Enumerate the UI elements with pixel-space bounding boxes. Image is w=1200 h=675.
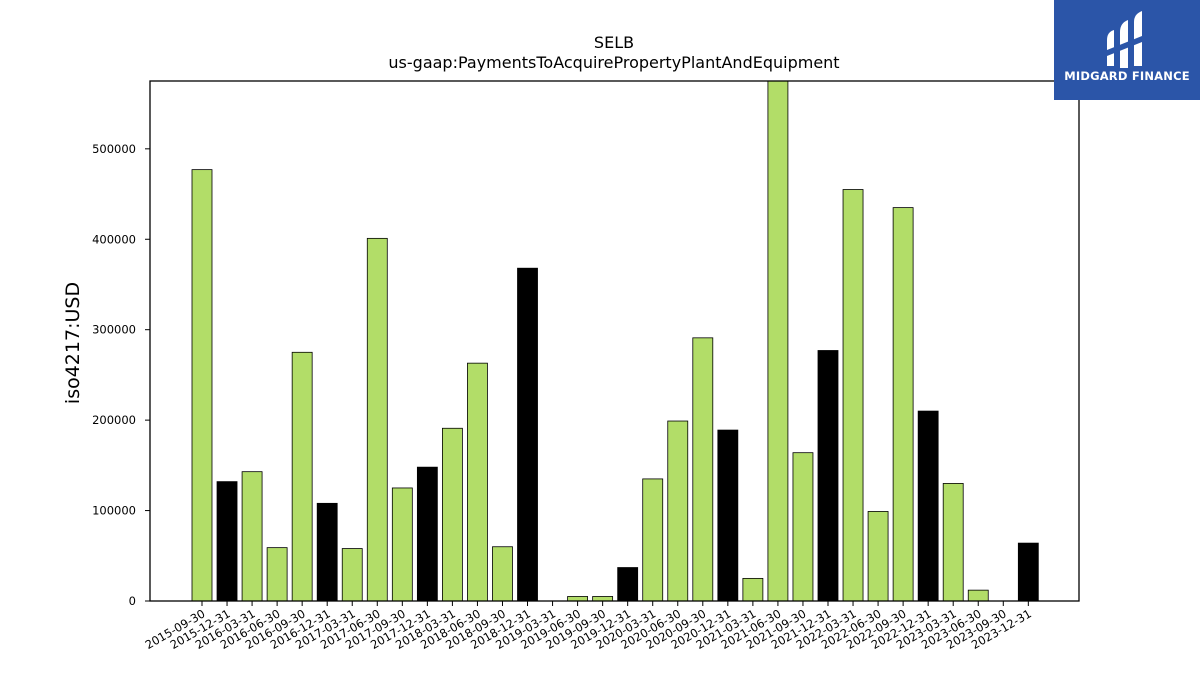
bar-2017-03-31 <box>341 548 363 602</box>
bar-2016-12-31 <box>316 502 338 602</box>
bar-2019-12-31 <box>617 567 639 602</box>
bar-2020-03-31 <box>642 478 664 602</box>
bar-2015-12-31 <box>216 481 238 602</box>
bar-2020-06-30 <box>667 420 689 602</box>
midgard-finance-logo: MIDGARD FINANCE <box>1054 0 1200 100</box>
bar-2019-06-30 <box>567 596 588 602</box>
bar-2020-12-31 <box>717 429 739 602</box>
bar-2020-09-30 <box>692 337 714 602</box>
bar-2016-06-30 <box>266 547 288 602</box>
bar-2022-03-31 <box>842 189 864 602</box>
bar-2018-06-30 <box>467 362 488 602</box>
bar-2022-06-30 <box>867 511 889 602</box>
y-tick-label: 100000 <box>92 504 136 518</box>
y-tick-label: 300000 <box>92 323 136 337</box>
plot-frame <box>149 80 1080 602</box>
logo-text: MIDGARD FINANCE <box>1064 69 1190 83</box>
bar-2018-09-30 <box>492 546 513 602</box>
bar-2015-09-30 <box>191 169 213 602</box>
bars-layer <box>191 80 1039 602</box>
bar-2018-12-31 <box>517 267 538 602</box>
bar-2021-12-31 <box>817 350 839 602</box>
bar-2017-12-31 <box>416 466 438 602</box>
bar-2017-09-30 <box>391 487 413 602</box>
y-axis-ticks: 0 100000 200000 300000 400000 500000 <box>92 142 150 608</box>
bar-2021-09-30 <box>792 452 814 602</box>
bar-2022-12-31 <box>917 410 939 602</box>
y-tick-label: 200000 <box>92 413 136 427</box>
y-tick-label: 0 <box>129 594 136 608</box>
bar-2021-06-30 <box>767 80 789 602</box>
bar-2017-06-30 <box>366 237 388 602</box>
x-axis-ticks: 2015-09-302015-12-312016-03-312016-06-30… <box>143 601 1034 652</box>
bar-2021-03-31 <box>742 577 764 602</box>
y-tick-label: 400000 <box>92 232 136 246</box>
bar-2016-03-31 <box>241 471 263 602</box>
midgard-logo-icon <box>1107 11 1142 68</box>
bar-2023-12-31 <box>1017 542 1039 602</box>
bar-2018-03-31 <box>441 427 463 602</box>
chart-title: SELB <box>594 33 634 52</box>
bar-2019-09-30 <box>592 596 614 602</box>
bar-2016-09-30 <box>291 351 313 602</box>
bar-2022-09-30 <box>892 207 914 602</box>
chart-subtitle: us-gaap:PaymentsToAcquirePropertyPlantAn… <box>388 53 839 72</box>
bar-2023-06-30 <box>967 589 989 602</box>
y-axis-label: iso4217:USD <box>62 282 84 404</box>
y-tick-label: 500000 <box>92 142 136 156</box>
bar-2023-03-31 <box>942 483 964 602</box>
